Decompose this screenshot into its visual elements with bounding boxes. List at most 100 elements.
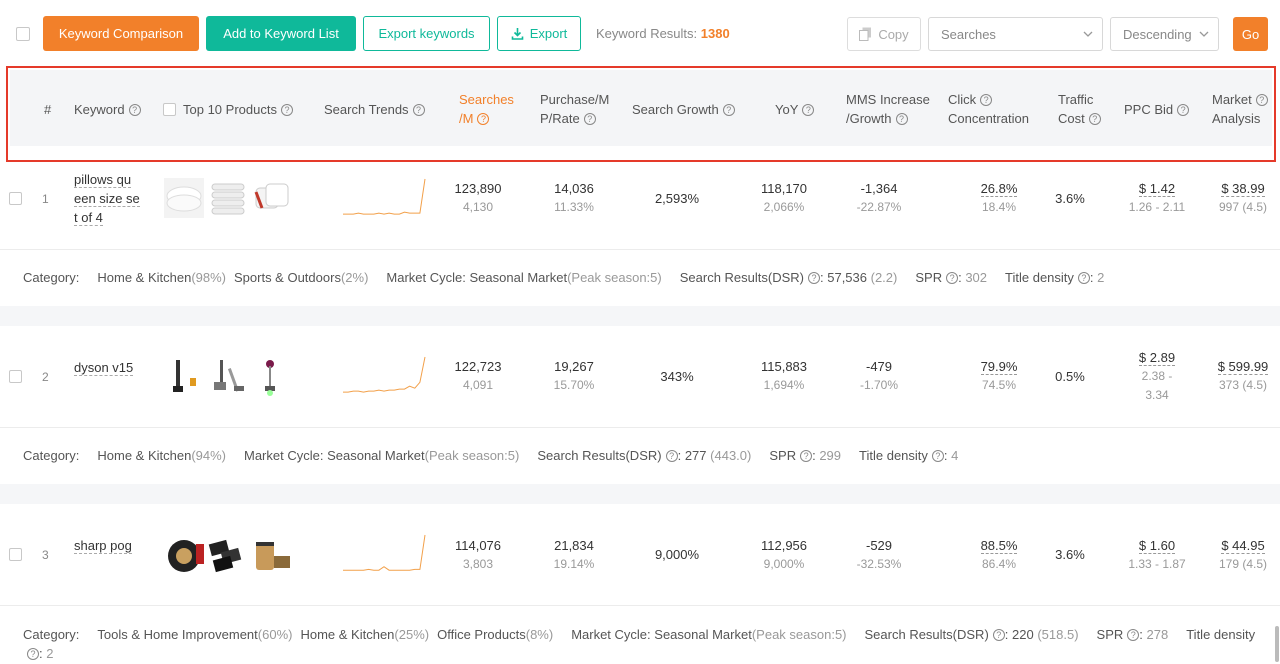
spr-label: SPR	[915, 270, 943, 285]
ppc-bid-cell[interactable]: $ 1.60 1.33 - 1.87	[1118, 536, 1196, 574]
help-icon[interactable]: ?	[412, 103, 425, 116]
sort-order-select[interactable]: Descending	[1110, 17, 1219, 51]
help-icon[interactable]: ?	[808, 272, 820, 284]
click-concentration-value[interactable]: 26.8%	[980, 181, 1018, 197]
export-button[interactable]: Export	[497, 16, 581, 51]
product-thumbnail[interactable]	[164, 356, 204, 396]
help-icon[interactable]: ?	[946, 272, 959, 284]
purchase-rate: 19.14%	[553, 557, 595, 571]
help-icon[interactable]: ?	[128, 103, 141, 116]
market-price[interactable]: $ 44.95	[1221, 538, 1265, 554]
product-thumbnail[interactable]	[164, 178, 204, 218]
market-price[interactable]: $ 599.99	[1217, 359, 1269, 375]
product-thumbnail[interactable]	[208, 178, 248, 218]
help-icon[interactable]: ?	[1077, 272, 1090, 284]
header-keyword-label: Keyword	[74, 102, 125, 117]
product-thumbnail[interactable]	[252, 534, 292, 574]
add-to-keyword-list-button[interactable]: Add to Keyword List	[206, 16, 356, 51]
help-icon[interactable]: ?	[280, 103, 293, 116]
searches-daily: 4,130	[462, 200, 494, 214]
keyword-text: dyson v15	[74, 360, 134, 376]
header-yoy[interactable]: YoY?	[775, 100, 815, 119]
category-name[interactable]: Office Products	[437, 627, 526, 642]
click-concentration-cell[interactable]: 26.8% 18.4%	[964, 179, 1034, 217]
export-keywords-button[interactable]: Export keywords	[363, 16, 490, 51]
header-purchase[interactable]: Purchase/M P/Rate?	[540, 90, 609, 128]
help-icon[interactable]: ?	[1177, 103, 1190, 116]
row-details: Category: Tools & Home Improvement(60%) Ho…	[23, 627, 1256, 661]
ppc-bid-value[interactable]: $ 1.60	[1138, 538, 1176, 554]
keyword-comparison-button[interactable]: Keyword Comparison	[43, 16, 199, 51]
market-price[interactable]: $ 38.99	[1221, 181, 1265, 197]
header-mms[interactable]: MMS Increase /Growth?	[846, 90, 930, 128]
click-concentration-value[interactable]: 79.9%	[980, 359, 1018, 375]
help-icon[interactable]: ?	[665, 450, 678, 462]
header-search-growth[interactable]: Search Growth?	[632, 100, 735, 119]
help-icon[interactable]: ?	[802, 103, 815, 116]
row-rank: 1	[42, 192, 49, 206]
search-trend-sparkline[interactable]	[342, 355, 426, 395]
header-click-concentration[interactable]: Click? Concentration	[948, 90, 1029, 128]
keyword-link[interactable]: sharp pog	[74, 536, 150, 555]
header-traffic-cost[interactable]: Traffic Cost?	[1058, 90, 1101, 128]
click-concentration-cell[interactable]: 79.9% 74.5%	[964, 357, 1034, 395]
ppc-bid-cell[interactable]: $ 1.42 1.26 - 2.11	[1118, 179, 1196, 217]
keyword-link[interactable]: pillows qu een size se t of 4	[74, 170, 150, 227]
top10-checkbox[interactable]	[163, 103, 176, 116]
product-thumbnail[interactable]	[252, 178, 292, 218]
click-concentration-value[interactable]: 88.5%	[980, 538, 1018, 554]
header-ppc-bid[interactable]: PPC Bid?	[1124, 100, 1190, 119]
row-checkbox[interactable]	[9, 192, 22, 205]
title-density-value: 2	[46, 646, 54, 661]
help-icon[interactable]: ?	[27, 648, 39, 660]
market-analysis-cell[interactable]: $ 599.99 373 (4.5)	[1206, 357, 1280, 395]
table-header	[6, 66, 1276, 162]
row-checkbox[interactable]	[9, 370, 22, 383]
header-searches[interactable]: Searches /M?	[459, 90, 514, 128]
help-icon[interactable]: ?	[980, 94, 993, 106]
search-trend-sparkline[interactable]	[342, 177, 426, 217]
market-analysis-cell[interactable]: $ 44.95 179 (4.5)	[1206, 536, 1280, 574]
help-icon[interactable]: ?	[583, 113, 596, 125]
help-icon[interactable]: ?	[931, 450, 944, 462]
help-icon[interactable]: ?	[992, 629, 1005, 641]
product-thumbnail[interactable]	[164, 534, 204, 574]
ppc-bid-value[interactable]: $ 1.42	[1138, 181, 1176, 197]
product-thumbnail[interactable]	[208, 356, 248, 396]
traffic-cost-cell: 0.5%	[1046, 367, 1094, 386]
category-label: Category:	[23, 270, 80, 285]
category-name[interactable]: Tools & Home Improvement	[97, 627, 258, 642]
category-name[interactable]: Home & Kitchen	[300, 627, 395, 642]
mms-cell: -529 -32.53%	[843, 536, 915, 574]
header-keyword[interactable]: Keyword?	[74, 100, 141, 119]
go-button[interactable]: Go	[1233, 17, 1268, 51]
search-trend-sparkline[interactable]	[342, 533, 426, 573]
copy-icon	[859, 27, 872, 41]
copy-button[interactable]: Copy	[847, 17, 921, 51]
help-icon[interactable]: ?	[1255, 94, 1268, 106]
category-name[interactable]: Home & Kitchen	[97, 448, 192, 463]
row-checkbox[interactable]	[9, 548, 22, 561]
help-icon[interactable]: ?	[1088, 113, 1101, 125]
ppc-bid-cell[interactable]: $ 2.89 2.38 - 3.34	[1118, 348, 1196, 405]
help-icon[interactable]: ?	[800, 450, 813, 462]
help-icon[interactable]: ?	[722, 103, 735, 116]
sort-field-select[interactable]: Searches	[928, 17, 1103, 51]
product-thumbnail[interactable]	[208, 534, 248, 574]
market-analysis-cell[interactable]: $ 38.99 997 (4.5)	[1206, 179, 1280, 217]
ppc-bid-value[interactable]: $ 2.89	[1138, 350, 1176, 366]
category-name[interactable]: Home & Kitchen	[97, 270, 192, 285]
purchase-value: 19,267	[554, 359, 594, 374]
keyword-link[interactable]: dyson v15	[74, 358, 150, 377]
category-name[interactable]: Sports & Outdoors	[234, 270, 341, 285]
select-all-checkbox[interactable]	[16, 27, 30, 41]
click-concentration-cell[interactable]: 88.5% 86.4%	[964, 536, 1034, 574]
help-icon[interactable]: ?	[895, 113, 908, 125]
help-icon[interactable]: ?	[477, 113, 490, 125]
keyword-results: Keyword Results: 1380	[596, 26, 730, 41]
header-market-analysis: Market? Analysis	[1212, 90, 1268, 128]
help-icon[interactable]: ?	[1127, 629, 1140, 641]
scrollbar-thumb[interactable]	[1275, 626, 1279, 662]
header-searches-unit: /M	[459, 111, 474, 126]
product-thumbnail[interactable]	[252, 356, 292, 396]
